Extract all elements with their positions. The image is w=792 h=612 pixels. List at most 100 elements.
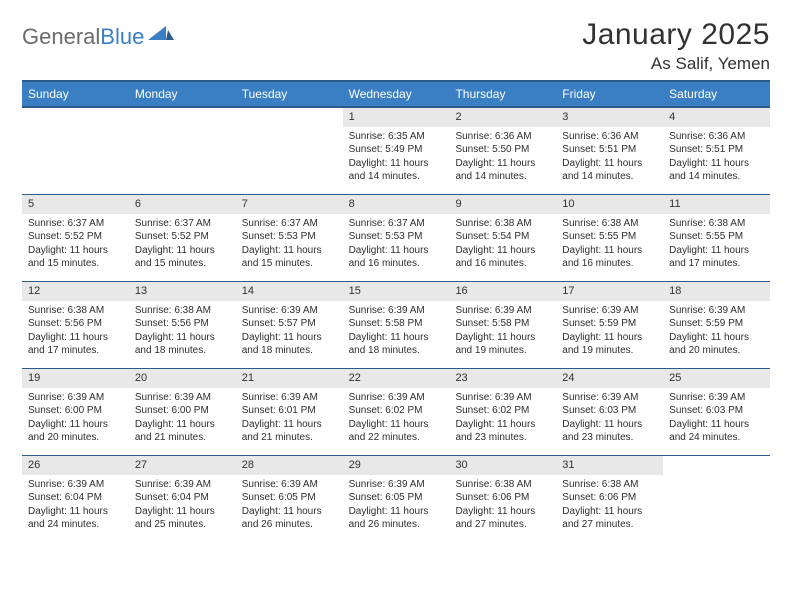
sunset-line: Sunset: 5:59 PM <box>562 317 657 331</box>
daylight-line: Daylight: 11 hours and 18 minutes. <box>349 331 444 358</box>
day-cell: 10Sunrise: 6:38 AMSunset: 5:55 PMDayligh… <box>556 195 663 281</box>
sunset-line: Sunset: 5:55 PM <box>562 230 657 244</box>
sunset-line: Sunset: 6:06 PM <box>562 491 657 505</box>
day-body: Sunrise: 6:37 AMSunset: 5:53 PMDaylight:… <box>343 217 450 271</box>
sunrise-line: Sunrise: 6:39 AM <box>669 304 764 318</box>
day-cell: 17 Sunrise: 6:39 AMSunset: 5:59 PMDayligh… <box>556 282 663 368</box>
daylight-line: Daylight: 11 hours and 24 minutes. <box>28 505 123 532</box>
sunrise-line: Sunrise: 6:39 AM <box>135 391 230 405</box>
weeks-container: 1Sunrise: 6:35 AMSunset: 5:49 PMDaylight… <box>22 108 770 542</box>
sunset-line: Sunset: 5:52 PM <box>28 230 123 244</box>
day-body: Sunrise: 6:39 AMSunset: 5:58 PMDaylight:… <box>343 304 450 358</box>
sunrise-line: Sunrise: 6:39 AM <box>349 391 444 405</box>
day-cell <box>129 108 236 194</box>
daylight-line: Daylight: 11 hours and 23 minutes. <box>455 418 550 445</box>
day-number: 21 <box>236 369 343 388</box>
sunset-line: Sunset: 5:58 PM <box>455 317 550 331</box>
daylight-line: Daylight: 11 hours and 17 minutes. <box>28 331 123 358</box>
sunrise-line: Sunrise: 6:38 AM <box>562 217 657 231</box>
day-header-tuesday: Tuesday <box>236 82 343 106</box>
daylight-line: Daylight: 11 hours and 21 minutes. <box>135 418 230 445</box>
day-body: Sunrise: 6:39 AMSunset: 6:03 PMDaylight:… <box>556 391 663 445</box>
daylight-line: Daylight: 11 hours and 19 minutes. <box>562 331 657 358</box>
day-number: 26 <box>22 456 129 475</box>
sunset-line: Sunset: 6:05 PM <box>349 491 444 505</box>
day-number: 31 <box>556 456 663 475</box>
day-cell: 3Sunrise: 6:36 AMSunset: 5:51 PMDaylight… <box>556 108 663 194</box>
sunset-line: Sunset: 5:51 PM <box>562 143 657 157</box>
sunrise-line: Sunrise: 6:38 AM <box>135 304 230 318</box>
day-body: Sunrise: 6:39 AMSunset: 6:05 PMDaylight:… <box>236 478 343 532</box>
day-number: 15 <box>343 282 450 301</box>
sunset-line: Sunset: 6:04 PM <box>135 491 230 505</box>
sunset-line: Sunset: 5:58 PM <box>349 317 444 331</box>
day-cell <box>663 456 770 542</box>
day-body: Sunrise: 6:36 AMSunset: 5:51 PMDaylight:… <box>663 130 770 184</box>
day-cell: 19Sunrise: 6:39 AMSunset: 6:00 PMDayligh… <box>22 369 129 455</box>
sunrise-line: Sunrise: 6:38 AM <box>669 217 764 231</box>
sunset-line: Sunset: 5:52 PM <box>135 230 230 244</box>
daylight-line: Daylight: 11 hours and 18 minutes. <box>135 331 230 358</box>
day-body: Sunrise: 6:39 AMSunset: 6:00 PMDaylight:… <box>129 391 236 445</box>
day-body: Sunrise: 6:36 AMSunset: 5:50 PMDaylight:… <box>449 130 556 184</box>
sunrise-line: Sunrise: 6:39 AM <box>349 478 444 492</box>
day-cell: 24Sunrise: 6:39 AMSunset: 6:03 PMDayligh… <box>556 369 663 455</box>
sunrise-line: Sunrise: 6:39 AM <box>349 304 444 318</box>
day-cell: 16Sunrise: 6:39 AMSunset: 5:58 PMDayligh… <box>449 282 556 368</box>
day-number: 2 <box>449 108 556 127</box>
day-cell <box>236 108 343 194</box>
daylight-line: Daylight: 11 hours and 27 minutes. <box>562 505 657 532</box>
day-header-row: SundayMondayTuesdayWednesdayThursdayFrid… <box>22 80 770 108</box>
location: As Salif, Yemen <box>582 54 770 74</box>
day-cell: 27Sunrise: 6:39 AMSunset: 6:04 PMDayligh… <box>129 456 236 542</box>
daylight-line: Daylight: 11 hours and 20 minutes. <box>28 418 123 445</box>
week-row: 1Sunrise: 6:35 AMSunset: 5:49 PMDaylight… <box>22 108 770 195</box>
day-number: 17 <box>556 282 663 301</box>
daylight-line: Daylight: 11 hours and 14 minutes. <box>455 157 550 184</box>
day-cell <box>22 108 129 194</box>
day-cell: 21 Sunrise: 6:39 AMSunset: 6:01 PMDayligh… <box>236 369 343 455</box>
day-number: 10 <box>556 195 663 214</box>
sunrise-line: Sunrise: 6:39 AM <box>28 478 123 492</box>
sunset-line: Sunset: 6:05 PM <box>242 491 337 505</box>
sunrise-line: Sunrise: 6:38 AM <box>455 217 550 231</box>
day-body: Sunrise: 6:38 AMSunset: 5:56 PMDaylight:… <box>129 304 236 358</box>
day-header-wednesday: Wednesday <box>343 82 450 106</box>
daylight-line: Daylight: 11 hours and 21 minutes. <box>242 418 337 445</box>
daylight-line: Daylight: 11 hours and 24 minutes. <box>669 418 764 445</box>
day-body: Sunrise: 6:39 AMSunset: 5:57 PMDaylight:… <box>236 304 343 358</box>
logo-triangle-icon <box>148 24 174 45</box>
sunset-line: Sunset: 6:01 PM <box>242 404 337 418</box>
day-header-friday: Friday <box>556 82 663 106</box>
day-header-sunday: Sunday <box>22 82 129 106</box>
sunrise-line: Sunrise: 6:35 AM <box>349 130 444 144</box>
sunset-line: Sunset: 6:03 PM <box>669 404 764 418</box>
sunset-line: Sunset: 6:02 PM <box>455 404 550 418</box>
sunrise-line: Sunrise: 6:37 AM <box>28 217 123 231</box>
sunrise-line: Sunrise: 6:39 AM <box>242 391 337 405</box>
day-number <box>22 108 129 127</box>
sunrise-line: Sunrise: 6:39 AM <box>242 478 337 492</box>
day-number: 28 <box>236 456 343 475</box>
day-cell: 29Sunrise: 6:39 AMSunset: 6:05 PMDayligh… <box>343 456 450 542</box>
day-body: Sunrise: 6:39 AMSunset: 5:59 PMDaylight:… <box>663 304 770 358</box>
sunset-line: Sunset: 5:56 PM <box>28 317 123 331</box>
day-body: Sunrise: 6:37 AMSunset: 5:52 PMDaylight:… <box>22 217 129 271</box>
daylight-line: Daylight: 11 hours and 20 minutes. <box>669 331 764 358</box>
day-number: 12 <box>22 282 129 301</box>
sunset-line: Sunset: 5:57 PM <box>242 317 337 331</box>
sunset-line: Sunset: 5:56 PM <box>135 317 230 331</box>
day-cell: 7Sunrise: 6:37 AMSunset: 5:53 PMDaylight… <box>236 195 343 281</box>
day-cell: 11Sunrise: 6:38 AMSunset: 5:55 PMDayligh… <box>663 195 770 281</box>
sunset-line: Sunset: 5:53 PM <box>349 230 444 244</box>
day-body: Sunrise: 6:38 AMSunset: 6:06 PMDaylight:… <box>556 478 663 532</box>
day-number: 8 <box>343 195 450 214</box>
sunset-line: Sunset: 6:02 PM <box>349 404 444 418</box>
sunset-line: Sunset: 6:03 PM <box>562 404 657 418</box>
sunrise-line: Sunrise: 6:38 AM <box>455 478 550 492</box>
day-body: Sunrise: 6:39 AMSunset: 6:04 PMDaylight:… <box>129 478 236 532</box>
sunset-line: Sunset: 5:55 PM <box>669 230 764 244</box>
day-body: Sunrise: 6:39 AMSunset: 5:59 PMDaylight:… <box>556 304 663 358</box>
logo-word1: General <box>22 24 100 49</box>
daylight-line: Daylight: 11 hours and 27 minutes. <box>455 505 550 532</box>
